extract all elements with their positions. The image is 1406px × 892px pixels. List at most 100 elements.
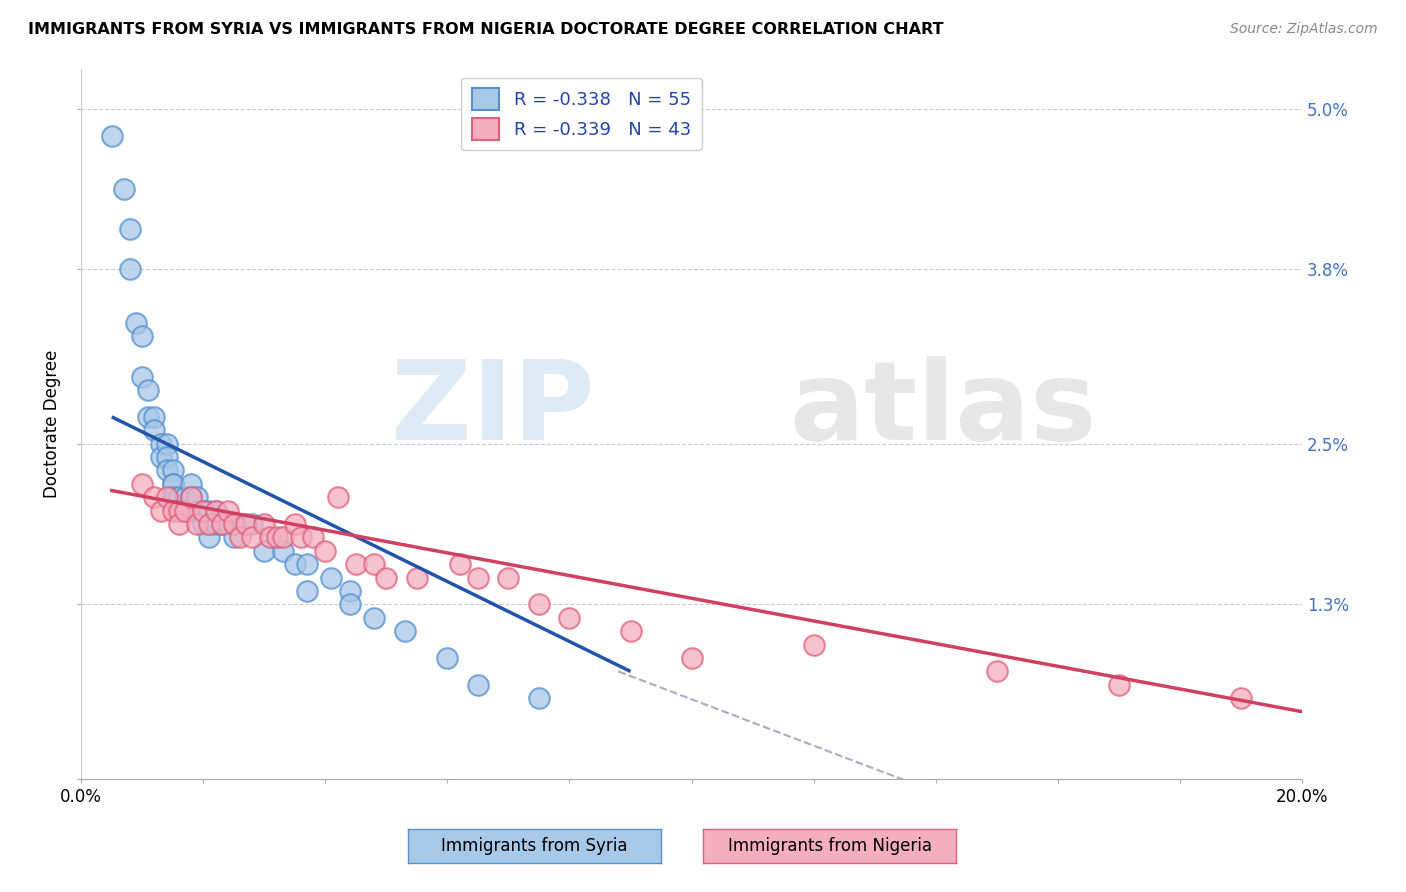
Point — [174, 503, 197, 517]
Point — [162, 463, 184, 477]
Y-axis label: Doctorate Degree: Doctorate Degree — [44, 350, 60, 498]
Point — [131, 369, 153, 384]
Point — [222, 517, 245, 532]
Point — [100, 128, 122, 143]
Point — [211, 517, 233, 532]
Point — [156, 490, 179, 504]
Point — [180, 503, 202, 517]
Point — [167, 490, 190, 504]
Point — [259, 531, 281, 545]
Point — [198, 517, 221, 532]
Point — [253, 544, 276, 558]
Point — [339, 584, 361, 599]
Point — [394, 624, 416, 639]
Point — [290, 531, 312, 545]
Point — [284, 558, 307, 572]
Point — [186, 517, 208, 532]
Point — [204, 503, 226, 517]
Point — [240, 531, 263, 545]
Point — [363, 558, 385, 572]
Point — [167, 517, 190, 532]
Point — [162, 476, 184, 491]
Point — [167, 503, 190, 517]
Point — [619, 624, 641, 639]
Point — [143, 409, 166, 424]
Point — [467, 571, 489, 585]
Point — [156, 450, 179, 464]
Point — [162, 490, 184, 504]
Point — [326, 490, 349, 504]
Point — [193, 503, 215, 517]
Point — [217, 517, 239, 532]
Point — [162, 503, 184, 517]
Point — [174, 503, 197, 517]
Point — [449, 558, 471, 572]
Point — [193, 503, 215, 517]
Point — [125, 316, 148, 330]
Point — [803, 638, 825, 652]
Point — [149, 450, 172, 464]
Point — [229, 531, 252, 545]
Text: IMMIGRANTS FROM SYRIA VS IMMIGRANTS FROM NIGERIA DOCTORATE DEGREE CORRELATION CH: IMMIGRANTS FROM SYRIA VS IMMIGRANTS FROM… — [28, 22, 943, 37]
Point — [986, 665, 1008, 679]
Point — [180, 476, 202, 491]
Point — [156, 463, 179, 477]
Point — [131, 329, 153, 343]
Point — [180, 490, 202, 504]
Point — [339, 598, 361, 612]
Point — [222, 517, 245, 532]
Point — [558, 611, 581, 625]
Point — [149, 503, 172, 517]
Text: Immigrants from Syria: Immigrants from Syria — [441, 837, 627, 855]
Point — [681, 651, 703, 665]
Point — [314, 544, 336, 558]
Point — [193, 517, 215, 532]
Point — [363, 611, 385, 625]
Point — [1108, 678, 1130, 692]
Point — [271, 544, 294, 558]
Point — [467, 678, 489, 692]
Point — [1230, 691, 1253, 706]
Point — [149, 436, 172, 450]
Point — [120, 222, 142, 236]
Point — [198, 531, 221, 545]
Point — [120, 262, 142, 277]
Point — [186, 490, 208, 504]
Text: Immigrants from Nigeria: Immigrants from Nigeria — [727, 837, 932, 855]
Point — [344, 558, 367, 572]
Point — [138, 383, 160, 397]
Point — [204, 517, 226, 532]
Point — [266, 531, 288, 545]
Point — [143, 423, 166, 437]
Point — [240, 517, 263, 532]
Point — [211, 517, 233, 532]
Point — [138, 409, 160, 424]
Point — [498, 571, 520, 585]
Point — [131, 476, 153, 491]
Point — [143, 490, 166, 504]
Point — [295, 558, 318, 572]
Point — [253, 517, 276, 532]
Point — [271, 531, 294, 545]
Point — [198, 517, 221, 532]
Point — [321, 571, 343, 585]
Point — [527, 691, 550, 706]
Point — [302, 531, 325, 545]
Text: ZIP: ZIP — [391, 356, 593, 463]
Point — [193, 503, 215, 517]
Point — [162, 476, 184, 491]
Legend: R = -0.338   N = 55, R = -0.339   N = 43: R = -0.338 N = 55, R = -0.339 N = 43 — [461, 78, 702, 151]
Text: atlas: atlas — [789, 356, 1097, 463]
Point — [112, 182, 135, 196]
Point — [284, 517, 307, 532]
Point — [174, 490, 197, 504]
Point — [180, 490, 202, 504]
Point — [186, 503, 208, 517]
Point — [527, 598, 550, 612]
Point — [167, 503, 190, 517]
Point — [436, 651, 458, 665]
Point — [198, 503, 221, 517]
Text: Source: ZipAtlas.com: Source: ZipAtlas.com — [1230, 22, 1378, 37]
Point — [156, 436, 179, 450]
Point — [217, 503, 239, 517]
